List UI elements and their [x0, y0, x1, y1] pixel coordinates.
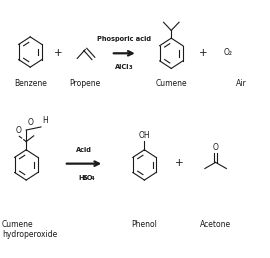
- Text: O₂: O₂: [223, 47, 232, 57]
- Text: 3: 3: [128, 65, 132, 70]
- Text: O: O: [15, 126, 21, 134]
- Text: OH: OH: [139, 131, 150, 140]
- Text: O: O: [28, 118, 33, 127]
- Text: AlCl: AlCl: [115, 64, 130, 70]
- Text: SO: SO: [82, 175, 93, 181]
- Text: Phenol: Phenol: [131, 220, 157, 229]
- Text: +: +: [54, 47, 63, 58]
- Text: 2: 2: [82, 176, 86, 181]
- Text: Air: Air: [236, 79, 247, 88]
- Text: 4: 4: [91, 176, 94, 181]
- Text: +: +: [175, 158, 184, 168]
- Text: hydroperoxide: hydroperoxide: [2, 230, 57, 239]
- Text: Acetone: Acetone: [200, 220, 231, 229]
- Text: Cumene: Cumene: [2, 220, 34, 229]
- Text: Phosporic acid: Phosporic acid: [97, 36, 151, 42]
- Text: Acid: Acid: [76, 147, 92, 153]
- Text: +: +: [199, 47, 208, 58]
- Text: Propene: Propene: [70, 79, 101, 88]
- Text: Benzene: Benzene: [14, 79, 47, 88]
- Text: H: H: [42, 116, 48, 125]
- Text: O: O: [213, 143, 218, 152]
- Text: H: H: [78, 175, 83, 181]
- Text: Cumene: Cumene: [156, 79, 187, 88]
